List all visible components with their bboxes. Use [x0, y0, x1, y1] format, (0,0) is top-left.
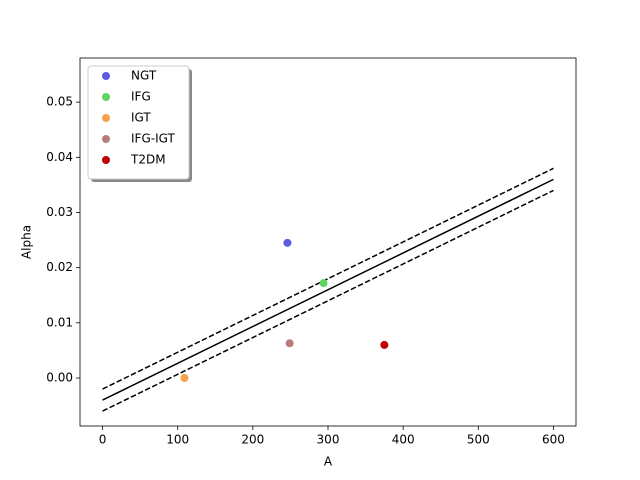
point	[380, 340, 389, 349]
fit-line	[102, 167, 554, 390]
legend-marker	[102, 93, 110, 101]
point	[285, 339, 294, 348]
x-tick-label: 0	[99, 433, 107, 447]
point	[319, 279, 328, 288]
y-tick-label: 0.01	[46, 315, 73, 329]
y-tick-label: 0.04	[46, 150, 73, 164]
legend-marker	[102, 114, 110, 122]
legend-box	[87, 65, 190, 180]
x-tick-label: 500	[467, 433, 490, 447]
y-tick-label: 0.03	[46, 205, 73, 219]
legend-label: IGT	[131, 111, 151, 125]
y-axis-label: Alpha	[20, 225, 34, 259]
legend-marker	[102, 156, 110, 164]
legend-marker	[102, 72, 110, 80]
legend-label: IFG	[131, 90, 151, 104]
fit-line	[102, 189, 554, 412]
y-tick-label: 0.05	[46, 95, 73, 109]
x-tick-label: 400	[392, 433, 415, 447]
legend-marker	[102, 135, 110, 143]
point	[180, 374, 189, 382]
y-tick-label: 0.00	[46, 371, 73, 385]
legend-label: IFG-IGT	[131, 132, 175, 146]
legend-label: NGT	[131, 69, 157, 83]
x-tick-label: 100	[166, 433, 189, 447]
plot-frame	[79, 57, 577, 427]
fit-line	[102, 178, 554, 401]
y-tick-label: 0.02	[46, 260, 73, 274]
x-tick-label: 300	[317, 433, 340, 447]
x-tick-label: 200	[241, 433, 264, 447]
point	[283, 238, 292, 247]
x-axis-label: A	[324, 455, 333, 469]
x-tick-label: 600	[542, 433, 565, 447]
legend-label: T2DM	[130, 153, 166, 167]
